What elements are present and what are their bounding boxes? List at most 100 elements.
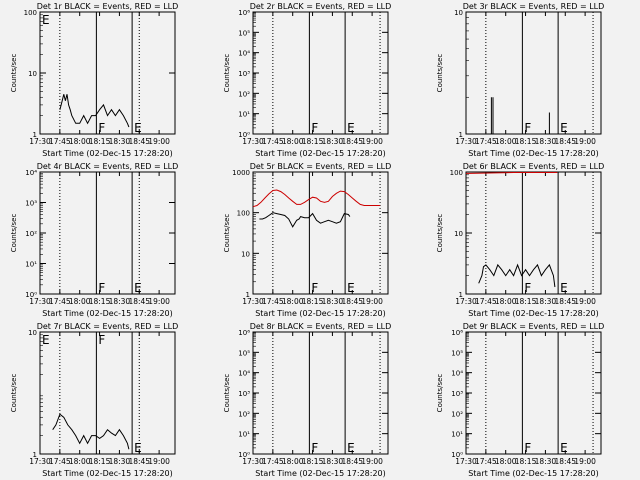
- event-marker-e: E: [42, 13, 50, 27]
- event-marker-e: E: [347, 281, 355, 295]
- chart-title: Det 6r BLACK = Events, RED = LLD: [463, 162, 605, 171]
- x-tick-label: 18:15: [89, 137, 111, 146]
- chart-panel-9: Det 9r BLACK = Events, RED = LLD Counts/s…: [436, 322, 604, 478]
- chart-panel-4: Det 4r BLACK = Events, RED = LLD Counts/s…: [10, 162, 178, 318]
- y-tick-label: 10⁶: [238, 329, 250, 337]
- x-tick-label: 17:30: [455, 297, 477, 306]
- y-axis-label: Counts/sec: [436, 374, 444, 413]
- x-axis-label: Start Time (02-Dec-15 17:28:20): [468, 469, 599, 478]
- x-tick-label: 18:45: [341, 137, 363, 146]
- event-marker-f: F: [524, 121, 531, 135]
- y-tick-label: 10⁰: [238, 131, 250, 139]
- y-tick-label: 10: [28, 329, 37, 337]
- x-axis-label: Start Time (02-Dec-15 17:28:20): [468, 149, 599, 158]
- y-tick-label: 1: [459, 131, 463, 139]
- x-tick-label: 18:45: [128, 137, 150, 146]
- x-tick-label: 17:45: [475, 137, 497, 146]
- chart-title: Det 5r BLACK = Events, RED = LLD: [250, 162, 392, 171]
- y-tick-label: 10⁰: [238, 451, 250, 459]
- y-tick-label: 10: [454, 230, 463, 238]
- y-tick-label: 10³: [238, 70, 250, 78]
- y-tick-label: 10¹: [25, 261, 37, 269]
- y-tick-label: 1: [246, 291, 250, 299]
- chart-panel-7: Det 7r BLACK = Events, RED = LLD Counts/s…: [10, 322, 178, 478]
- x-tick-label: 17:30: [29, 137, 51, 146]
- x-tick-label: 17:45: [475, 297, 497, 306]
- x-tick-label: 17:45: [49, 297, 71, 306]
- y-tick-label: 1: [33, 131, 37, 139]
- x-tick-label: 19:00: [574, 297, 596, 306]
- x-tick-label: 18:30: [109, 457, 131, 466]
- y-tick-label: 10³: [451, 390, 463, 398]
- event-marker-e: E: [560, 441, 568, 455]
- x-tick-label: 18:45: [341, 297, 363, 306]
- event-marker-f: F: [311, 441, 318, 455]
- y-tick-label: 10²: [238, 410, 250, 418]
- y-tick-label: 10¹: [238, 111, 250, 119]
- y-tick-label: 10⁴: [238, 370, 250, 378]
- series-line-events: [490, 97, 550, 135]
- x-tick-label: 18:15: [515, 457, 537, 466]
- event-marker-e: E: [347, 121, 355, 135]
- event-marker-f: F: [98, 333, 105, 347]
- y-tick-label: 10⁵: [451, 349, 463, 357]
- plot-frame: [252, 171, 389, 295]
- x-tick-label: 17:30: [242, 457, 264, 466]
- y-axis-label: Counts/sec: [10, 54, 18, 93]
- chart-title: Det 8r BLACK = Events, RED = LLD: [250, 322, 392, 331]
- y-axis-label: Counts/sec: [223, 54, 231, 93]
- x-tick-label: 18:00: [69, 457, 91, 466]
- event-marker-f: F: [98, 121, 105, 135]
- y-tick-label: 10⁶: [451, 329, 463, 337]
- y-tick-label: 1000: [232, 169, 250, 177]
- y-tick-label: 10¹: [451, 431, 463, 439]
- chart-panel-3: Det 3r BLACK = Events, RED = LLD Counts/s…: [436, 2, 604, 158]
- y-tick-label: 10: [454, 9, 463, 17]
- x-axis-label: Start Time (02-Dec-15 17:28:20): [42, 469, 173, 478]
- x-tick-label: 18:30: [322, 137, 344, 146]
- y-tick-label: 10: [241, 250, 250, 258]
- x-tick-label: 18:15: [515, 137, 537, 146]
- y-tick-label: 10⁴: [238, 50, 250, 58]
- x-tick-label: 19:00: [148, 137, 170, 146]
- x-tick-label: 17:30: [29, 297, 51, 306]
- x-tick-label: 18:15: [89, 297, 111, 306]
- event-marker-f: F: [524, 281, 531, 295]
- y-tick-label: 10⁵: [238, 349, 250, 357]
- chart-title: Det 2r BLACK = Events, RED = LLD: [250, 2, 392, 11]
- x-tick-label: 19:00: [574, 457, 596, 466]
- y-axis-label: Counts/sec: [223, 374, 231, 413]
- event-marker-e: E: [42, 333, 50, 347]
- x-tick-label: 18:30: [322, 457, 344, 466]
- y-axis-label: Counts/sec: [436, 54, 444, 93]
- y-tick-label: 10: [28, 70, 37, 78]
- event-marker-f: F: [98, 281, 105, 295]
- chart-panel-2: Det 2r BLACK = Events, RED = LLD Counts/s…: [223, 2, 391, 158]
- y-tick-label: 100: [24, 9, 37, 17]
- x-tick-label: 17:45: [262, 457, 284, 466]
- series-line-events: [259, 212, 351, 228]
- x-tick-label: 18:00: [495, 137, 517, 146]
- chart-title: Det 3r BLACK = Events, RED = LLD: [463, 2, 605, 11]
- event-marker-e: E: [134, 441, 142, 455]
- x-tick-label: 19:00: [148, 457, 170, 466]
- event-marker-f: F: [311, 281, 318, 295]
- x-tick-label: 17:30: [455, 457, 477, 466]
- x-tick-label: 17:45: [475, 457, 497, 466]
- y-axis-label: Counts/sec: [223, 214, 231, 253]
- chart-title: Det 4r BLACK = Events, RED = LLD: [37, 162, 179, 171]
- y-axis-label: Counts/sec: [10, 214, 18, 253]
- x-axis-label: Start Time (02-Dec-15 17:28:20): [255, 309, 386, 318]
- series-line-lld: [466, 172, 558, 174]
- x-tick-label: 17:45: [49, 457, 71, 466]
- x-tick-label: 18:30: [535, 457, 557, 466]
- y-tick-label: 10⁵: [238, 29, 250, 37]
- x-tick-label: 18:45: [128, 457, 150, 466]
- series-line-events: [478, 263, 556, 288]
- x-tick-label: 18:15: [302, 457, 324, 466]
- y-tick-label: 10¹: [238, 431, 250, 439]
- chart-title: Det 9r BLACK = Events, RED = LLD: [463, 322, 605, 331]
- x-tick-label: 18:00: [282, 297, 304, 306]
- x-tick-label: 17:30: [455, 137, 477, 146]
